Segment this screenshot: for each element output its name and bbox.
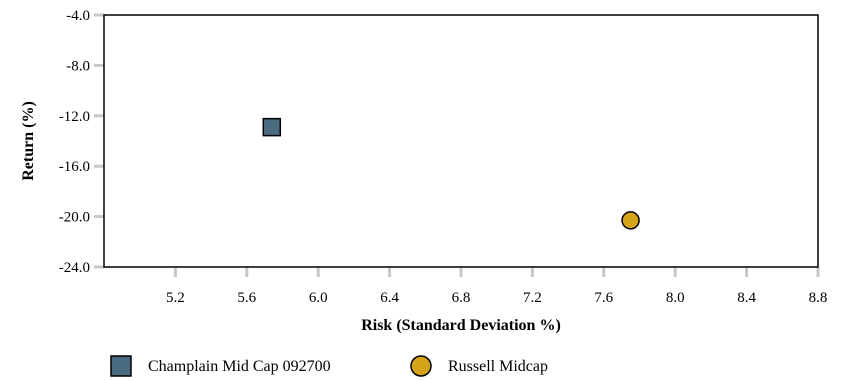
legend-label: Russell Midcap <box>448 358 548 375</box>
y-axis-ticks: -4.0 -8.0 -12.0 -16.0 -20.0 -24.0 <box>59 8 104 276</box>
data-point-square <box>262 117 282 137</box>
x-axis-ticks: 5.2 5.6 6.0 6.4 6.8 7.2 7.6 8.0 8.4 8.8 <box>166 267 827 306</box>
x-tick-label: 6.4 <box>380 290 399 306</box>
plot-frame <box>103 14 819 268</box>
legend-marker-square <box>110 355 132 377</box>
x-tick-label: 7.6 <box>594 290 613 306</box>
x-tick-label: 8.8 <box>809 290 828 306</box>
x-axis-title: Risk (Standard Deviation %) <box>361 317 561 334</box>
x-tick-label: 6.8 <box>452 290 471 306</box>
y-tick-label: -24.0 <box>59 260 90 276</box>
data-points <box>262 117 640 230</box>
legend: Champlain Mid Cap 092700 Russell Midcap <box>110 355 548 377</box>
y-tick-label: -16.0 <box>59 159 90 175</box>
y-tick-label: -12.0 <box>59 109 90 125</box>
x-tick-label: 8.0 <box>666 290 685 306</box>
y-tick-label: -8.0 <box>66 58 90 74</box>
x-tick-label: 7.2 <box>523 290 542 306</box>
legend-marker-circle <box>410 355 432 377</box>
y-tick-label: -4.0 <box>66 8 90 24</box>
y-axis-title: Return (%) <box>20 101 37 181</box>
legend-label: Champlain Mid Cap 092700 <box>148 358 331 375</box>
data-point-circle <box>621 211 640 230</box>
x-tick-label: 5.2 <box>166 290 185 306</box>
x-tick-label: 5.6 <box>237 290 256 306</box>
x-tick-label: 6.0 <box>309 290 328 306</box>
x-tick-label: 8.4 <box>737 290 756 306</box>
y-tick-label: -20.0 <box>59 210 90 226</box>
